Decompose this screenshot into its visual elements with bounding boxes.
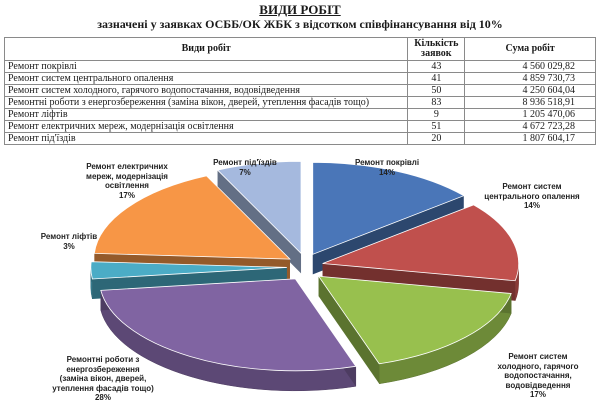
cell-work: Ремонт під'їздів — [3, 132, 409, 145]
page-subtitle: зазначені у заявках ОСББ/ОК ЖБК з відсот… — [97, 17, 503, 31]
slice-label-line: (заміна вікон, дверей, — [59, 374, 147, 383]
cell-sum: 4 250 604,04 — [464, 84, 596, 97]
header-count-text: Кількість заявок — [414, 38, 459, 59]
pie-tops — [90, 160, 520, 372]
table-row: Ремонт систем центрального опалення 41 4 8… — [3, 72, 596, 85]
cell-count: 41 — [407, 72, 466, 85]
table-row: Ремонт ліфтів 9 1 205 470,06 — [3, 108, 596, 121]
slice-label-line: водопостачання, — [504, 371, 572, 380]
slice-label: Ремонт ліфтів 3% — [14, 232, 124, 251]
slice-label: Ремонт електричних мереж, модернізація осв… — [72, 162, 182, 200]
slice-percent: 14% — [523, 201, 540, 210]
pie-radial-wall — [217, 170, 302, 274]
cell-work: Ремонтні роботи з енергозбереження (замі… — [3, 96, 409, 109]
slice-label-line: Ремонт ліфтів — [40, 232, 98, 241]
slice-label-line: мереж, модернізація — [86, 171, 168, 181]
slice-label-line: освітлення — [105, 181, 149, 190]
cell-count: 20 — [407, 132, 466, 145]
slice-label-line: центрального опалення — [484, 191, 580, 201]
cell-work: Ремонт покрівлі — [3, 60, 409, 73]
cell-count: 43 — [407, 60, 466, 73]
slice-percent: 17% — [118, 190, 135, 200]
cell-work: Ремонт систем холодного, гарячого водопо… — [3, 84, 409, 97]
cell-count: 83 — [407, 96, 466, 109]
slice-percent: 17% — [529, 390, 546, 399]
slice-label-line: Ремонт систем — [502, 182, 562, 191]
cell-work: Ремонт ліфтів — [3, 108, 409, 121]
header-work-type: Види робіт — [3, 37, 409, 61]
cell-sum: 4 672 723,28 — [464, 120, 596, 133]
table-row: Ремонт електричних мереж, модернізація о… — [3, 120, 596, 133]
slice-label-line: Ремонт електричних — [86, 162, 168, 171]
cell-sum: 1 807 604,17 — [464, 132, 596, 145]
cell-count: 51 — [407, 120, 466, 133]
slice-percent: 14% — [378, 167, 395, 177]
cell-count: 9 — [407, 108, 466, 121]
works-table: Види робіт Кількість заявок Сума робіт Р… — [3, 37, 596, 145]
pie-slice — [216, 160, 302, 255]
slice-label-line: енергозбереження — [66, 364, 140, 374]
slice-percent: 28% — [94, 393, 111, 402]
page-title: ВИДИ РОБІТ — [259, 2, 341, 17]
slice-label: Ремонт систем холодного, гарячого водопост… — [478, 352, 598, 400]
slice-percent: 3% — [63, 241, 75, 251]
pie-slice — [322, 204, 520, 282]
cell-work: Ремонт систем центрального опалення — [3, 72, 409, 85]
slice-label-line: холодного, гарячого — [497, 361, 579, 371]
slice-label-line: водовідведення — [505, 380, 571, 390]
slice-percent: 7% — [239, 167, 251, 177]
slice-label-line: утеплення фасадів тощо) — [52, 383, 154, 393]
pie-radial-wall — [318, 276, 380, 384]
pie-slice — [90, 261, 287, 280]
pie-slice — [317, 275, 512, 365]
table-row: Ремонт під'їздів 20 1 807 604,17 — [3, 132, 596, 145]
header-count: Кількість заявок — [407, 37, 466, 61]
table-row: Ремонтні роботи з енергозбереження (замі… — [3, 96, 596, 109]
header-sum: Сума робіт — [464, 37, 596, 61]
slice-label: Ремонтні роботи з енергозбереження (заміна… — [38, 355, 168, 403]
pie-slice — [100, 278, 357, 372]
pie-slice — [93, 175, 291, 260]
table-row: Ремонт покрівлі 43 4 560 029,82 — [3, 60, 596, 73]
slice-label-line: Ремонт систем — [508, 352, 568, 361]
cell-sum: 4 859 730,73 — [464, 72, 596, 85]
cell-work: Ремонт електричних мереж, модернізація о… — [3, 120, 409, 133]
cell-count: 50 — [407, 84, 466, 97]
table-header-row: Види робіт Кількість заявок Сума робіт — [3, 37, 596, 61]
slice-label-line: Ремонтні роботи з — [66, 355, 140, 364]
slice-label-line: Ремонт покрівлі — [354, 158, 420, 167]
slice-label: Ремонт під'їздів 7% — [200, 158, 290, 177]
pie-chart — [90, 160, 520, 392]
pie-slice — [312, 161, 465, 255]
slice-label-line: Ремонт під'їздів — [213, 158, 277, 167]
cell-sum: 8 936 518,91 — [464, 96, 596, 109]
slice-label: Ремонт покрівлі 14% — [352, 158, 422, 177]
cell-sum: 4 560 029,82 — [464, 60, 596, 73]
cell-sum: 1 205 470,06 — [464, 108, 596, 121]
slice-label: Ремонт систем центрального опалення 14% — [472, 182, 592, 211]
table-row: Ремонт систем холодного, гарячого водопо… — [3, 84, 596, 97]
